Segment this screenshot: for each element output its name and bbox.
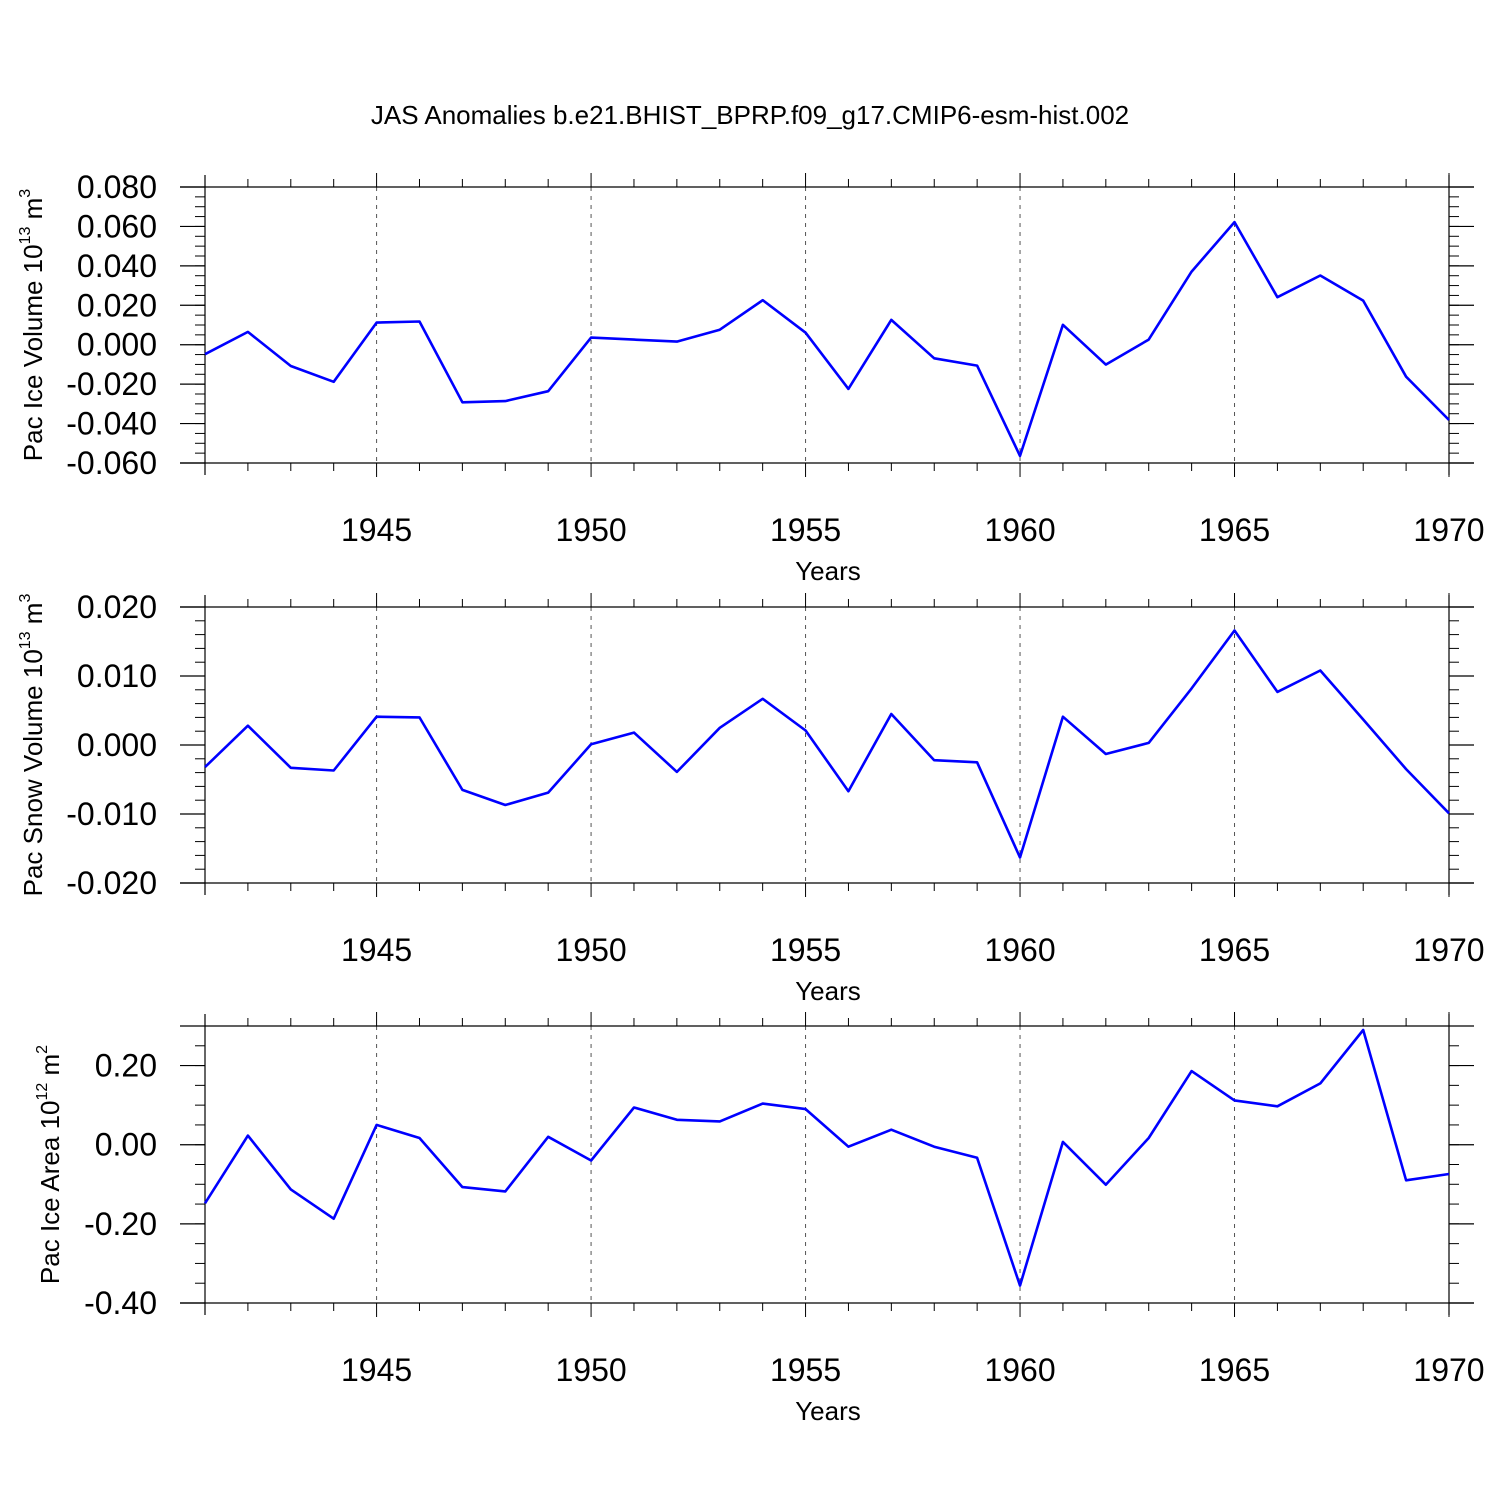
x-tick-label: 1965 [1199,1352,1270,1388]
x-tick-label: 1965 [1199,932,1270,968]
x-tick-label: 1960 [984,512,1055,548]
x-tick-label: 1955 [770,1352,841,1388]
figure-title: JAS Anomalies b.e21.BHIST_BPRP.f09_g17.C… [371,100,1129,130]
x-tick-label: 1965 [1199,512,1270,548]
x-tick-label: 1970 [1413,512,1484,548]
y-axis-label: Pac Snow Volume 1013 m3 [17,594,48,897]
y-tick-label: -0.060 [66,445,157,481]
y-tick-label: 0.00 [95,1127,157,1163]
y-tick-label: -0.040 [66,406,157,442]
y-axis-label: Pac Ice Volume 1013 m3 [17,189,48,462]
x-tick-label: 1950 [555,512,626,548]
y-axis-label: Pac Ice Area 1012 m2 [34,1045,65,1284]
x-tick-label: 1960 [984,1352,1055,1388]
y-tick-label: 0.040 [77,248,157,284]
y-tick-label: -0.010 [66,796,157,832]
x-tick-label: 1955 [770,512,841,548]
y-tick-label: 0.060 [77,208,157,244]
series-line [203,1028,1450,1287]
x-tick-label: 1970 [1413,932,1484,968]
y-tick-label: -0.020 [66,865,157,901]
panels: -0.060-0.040-0.0200.0000.0200.0400.0600.… [17,169,1485,1426]
series-line [204,220,1450,458]
x-tick-label: 1960 [984,932,1055,968]
series-line [204,629,1450,859]
y-tick-label: 0.020 [77,287,157,323]
y-tick-label: 0.000 [77,327,157,363]
x-axis-label: Years [795,1396,861,1426]
x-axis-label: Years [795,976,861,1006]
y-tick-label: 0.000 [77,727,157,763]
y-tick-label: 0.080 [77,169,157,205]
chart-panel-3: -0.40 -0.20 0.00 0.20 1945 1950 1955 1960 1965 19… [34,1012,1485,1426]
y-tick-label: 0.010 [77,658,157,694]
x-tick-label: 1945 [341,1352,412,1388]
y-tick-label: -0.020 [66,366,157,402]
x-tick-label: 1950 [555,1352,626,1388]
y-tick-label: -0.20 [84,1206,157,1242]
x-tick-label: 1945 [341,512,412,548]
x-tick-label: 1950 [555,932,626,968]
y-tick-label: 0.020 [77,589,157,625]
y-tick-label: -0.40 [84,1285,157,1321]
x-axis-label: Years [795,556,861,586]
x-tick-label: 1955 [770,932,841,968]
x-tick-label: 1945 [341,932,412,968]
y-tick-label: 0.20 [95,1048,157,1084]
chart-panel-2: -0.020 -0.010 0.000 0.010 0.020 1945 1950 1955 1… [17,589,1485,1006]
x-tick-label: 1970 [1413,1352,1484,1388]
